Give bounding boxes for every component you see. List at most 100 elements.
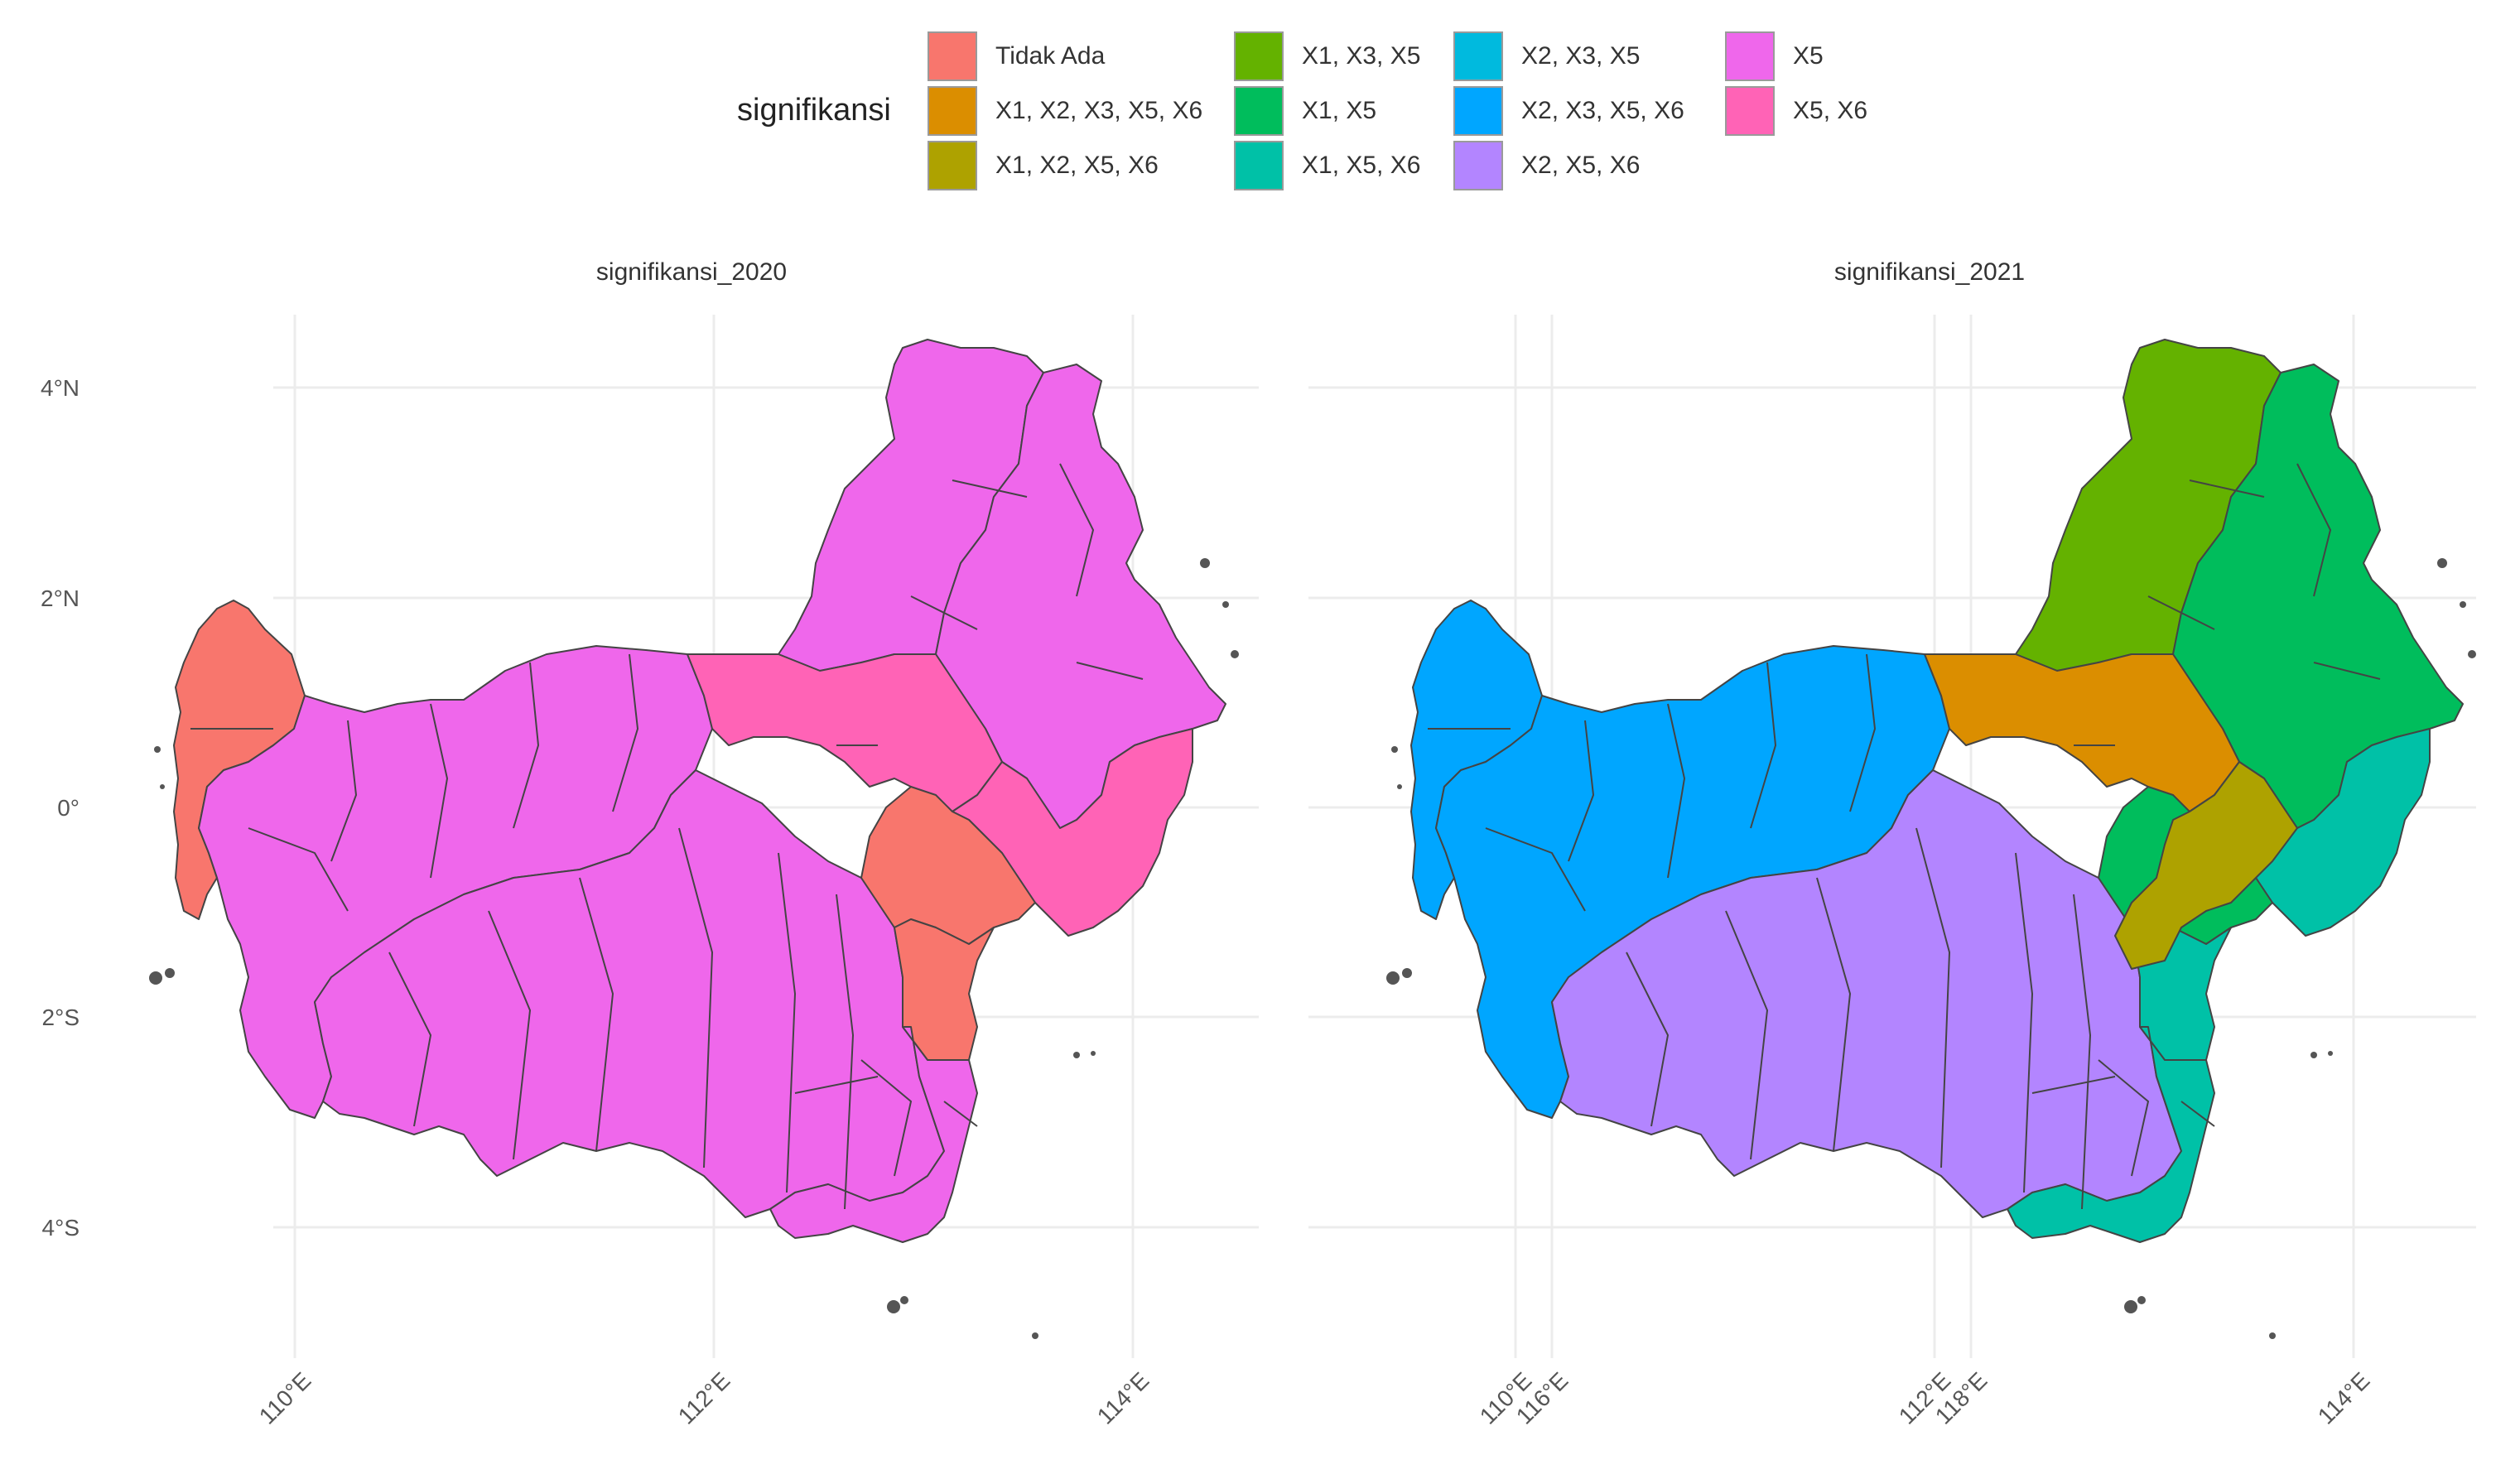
district-boundary <box>836 894 855 1210</box>
district-boundary <box>1725 910 1769 1160</box>
map-panel-signifikansi_2020 <box>149 339 1239 1339</box>
legend-label: X1, X5 <box>1302 97 1377 124</box>
district-boundary <box>2296 463 2332 597</box>
lon-tick-label: 112°E <box>673 1367 735 1429</box>
legend-item: X2, X3, X5, X6 <box>1453 86 1684 136</box>
legend-item: X1, X2, X3, X5, X6 <box>928 86 1202 136</box>
legend-label: X2, X3, X5, X6 <box>1521 97 1684 124</box>
legend-swatch <box>1725 31 1775 81</box>
legend-label: X2, X3, X5 <box>1521 42 1641 70</box>
district-boundary <box>1667 703 1686 879</box>
island-marker <box>1386 971 1400 985</box>
region-south_east <box>769 1026 978 1243</box>
legend-swatch <box>1453 31 1503 81</box>
district-boundary <box>513 662 540 829</box>
legend-label: X2, X5, X6 <box>1521 152 1641 179</box>
legend-swatch <box>1234 31 1284 81</box>
legend-label: X1, X5, X6 <box>1302 152 1421 179</box>
lon-tick-label: 114°E <box>1092 1367 1154 1429</box>
legend-label: X5 <box>1793 42 1824 70</box>
district-boundary <box>2189 479 2265 498</box>
legend-item: X1, X2, X5, X6 <box>928 141 1159 190</box>
legend-swatch <box>928 31 977 81</box>
island-marker <box>1231 650 1239 658</box>
legend-swatch <box>1453 86 1503 136</box>
lat-tick-label: 4°N <box>41 375 80 401</box>
district-boundary <box>794 1076 879 1094</box>
island-marker <box>2328 1051 2333 1056</box>
legend-label: X5, X6 <box>1793 97 1868 124</box>
district-boundary <box>488 910 532 1160</box>
lat-tick-label: 2°S <box>42 1005 80 1030</box>
legend-swatch <box>1234 86 1284 136</box>
island-marker <box>160 784 165 789</box>
island-marker <box>2468 650 2476 658</box>
panel-title-2020: signifikansi_2020 <box>596 258 787 286</box>
district-boundary <box>612 653 639 812</box>
district-boundary <box>430 703 449 879</box>
lon-tick-label: 114°E <box>2313 1367 2375 1429</box>
lat-tick-label: 2°N <box>41 585 80 611</box>
island-marker <box>1091 1051 1096 1056</box>
legend-item: X2, X5, X6 <box>1453 141 1640 190</box>
district-boundary <box>1626 952 1670 1127</box>
island-marker <box>1032 1332 1038 1339</box>
district-boundary <box>1059 463 1095 597</box>
district-boundary <box>860 1059 913 1177</box>
island-marker <box>165 968 175 978</box>
district-boundary <box>910 595 978 630</box>
legend-title: signifikansi <box>737 93 891 128</box>
district-boundary <box>1915 827 1951 1168</box>
island-marker <box>1073 1052 1080 1058</box>
lon-tick-label: 110°E <box>254 1367 316 1429</box>
region-south_east <box>2007 1026 2215 1243</box>
district-boundary <box>579 877 614 1152</box>
district-boundary <box>1816 877 1852 1152</box>
island-marker <box>1397 784 1402 789</box>
district-boundary <box>1076 662 1144 680</box>
legend-item: X5, X6 <box>1725 86 1867 136</box>
island-marker <box>2460 601 2466 608</box>
legend-label: X1, X2, X3, X5, X6 <box>995 97 1203 124</box>
region-central <box>2114 761 2298 970</box>
legend-label: Tidak Ada <box>995 42 1106 70</box>
district-boundary <box>388 952 432 1127</box>
legend-label: X1, X2, X5, X6 <box>995 152 1159 179</box>
island-marker <box>154 746 161 753</box>
legend-item: X2, X3, X5 <box>1453 31 1640 81</box>
island-marker <box>1200 558 1210 568</box>
legend-label: X1, X3, X5 <box>1302 42 1421 70</box>
district-boundary <box>1750 662 1777 829</box>
island-marker <box>2137 1296 2146 1304</box>
district-boundary <box>2098 1059 2150 1177</box>
island-marker <box>2310 1052 2317 1058</box>
island-marker <box>887 1300 900 1313</box>
district-boundary <box>1849 653 1877 812</box>
island-marker <box>900 1296 908 1304</box>
island-marker <box>1402 968 1412 978</box>
legend-item: X1, X5 <box>1234 86 1376 136</box>
district-boundary <box>248 827 349 912</box>
legend: signifikansi Tidak Ada X1, X2, X3, X5, X6… <box>0 0 2496 190</box>
legend-swatch <box>1234 141 1284 190</box>
district-boundary <box>943 1101 978 1127</box>
district-boundary <box>952 479 1028 498</box>
district-boundary <box>2313 662 2381 680</box>
panel-title-2021: signifikansi_2021 <box>1834 258 2025 286</box>
district-boundary <box>2015 852 2034 1193</box>
district-boundary <box>2180 1101 2215 1127</box>
legend-swatch <box>928 86 977 136</box>
legend-item: Tidak Ada <box>928 31 1105 81</box>
legend-item: X1, X5, X6 <box>1234 141 1420 190</box>
district-boundary <box>1568 720 1595 862</box>
island-marker <box>1391 746 1398 753</box>
island-marker <box>2437 558 2447 568</box>
map-panel-signifikansi_2021 <box>1386 339 2476 1339</box>
island-marker <box>2124 1300 2137 1313</box>
choropleth-maps <box>149 339 2476 1339</box>
district-boundary <box>330 720 358 862</box>
island-marker <box>1222 601 1229 608</box>
legend-item: X5 <box>1725 31 1824 81</box>
district-boundary <box>1485 827 1586 912</box>
